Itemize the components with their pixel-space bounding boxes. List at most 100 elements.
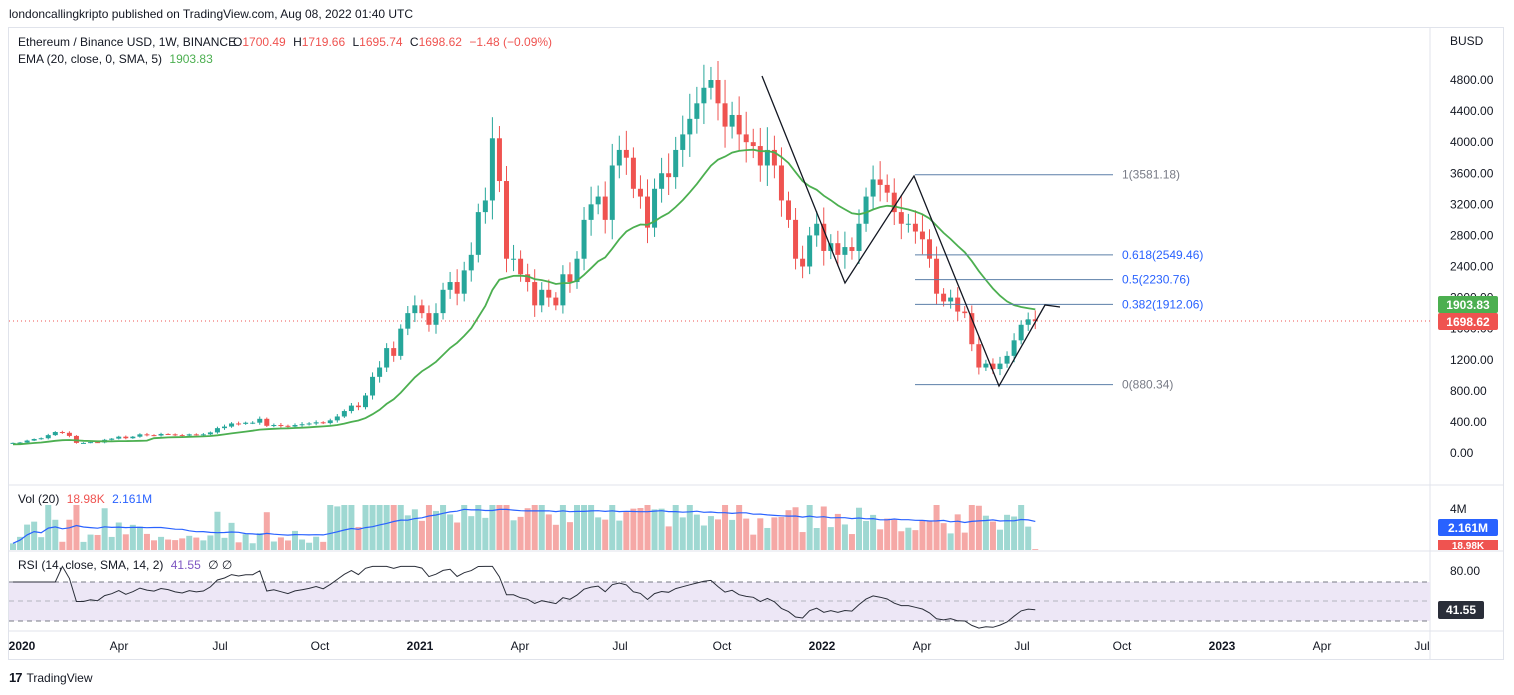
candle-body [666, 173, 672, 178]
candle-body [969, 313, 975, 345]
footer[interactable]: 17 TradingView [9, 670, 93, 685]
volume-bar [877, 529, 884, 550]
volume-bar [968, 505, 975, 550]
volume-bar [277, 537, 284, 550]
volume-bar [926, 520, 933, 550]
candle-body [877, 179, 883, 185]
candle-body [743, 134, 749, 143]
volume-bar [595, 517, 602, 550]
candle-body [990, 363, 996, 370]
candle-body [59, 432, 65, 434]
candle-body [736, 114, 742, 135]
legend-rsi-value: 41.55 [171, 558, 201, 572]
volume-bar [863, 520, 870, 550]
vol-badge [1438, 540, 1498, 550]
candle-body [884, 184, 890, 193]
price-tick: 3600.00 [1450, 166, 1494, 180]
candle-body [207, 432, 213, 435]
volume-bar [461, 505, 468, 550]
volume-bar [80, 541, 87, 550]
candle-body [158, 433, 164, 436]
candle-body [1004, 355, 1010, 364]
volume-bar [559, 505, 566, 550]
candle-body [729, 114, 735, 127]
candle-body [948, 297, 954, 302]
price-tick: 800.00 [1450, 384, 1487, 398]
candle-body [645, 196, 650, 228]
volume-bar [1011, 516, 1018, 550]
candle-body [468, 254, 474, 271]
volume-bar [644, 505, 651, 550]
candle-body [701, 87, 707, 104]
candle-body [447, 282, 453, 290]
candle-body [137, 434, 143, 437]
volume-bar [905, 527, 912, 550]
volume-bar [263, 512, 270, 550]
price-tick: 4400.00 [1450, 104, 1494, 118]
volume-bar [151, 540, 157, 550]
candle-body [891, 192, 897, 213]
candle-body [257, 418, 263, 423]
candle-body [786, 200, 791, 220]
candle-body [73, 435, 79, 443]
fib-level-label: 0.5(2230.76) [1122, 273, 1190, 287]
volume-bar [94, 534, 101, 550]
legend-l-label: L [352, 35, 359, 49]
fib-level-label: 0(880.34) [1122, 378, 1173, 392]
volume-bar [320, 541, 327, 550]
volume-bar [306, 542, 313, 550]
volume-bar [651, 509, 658, 550]
candle-body [264, 418, 270, 426]
volume-bar [200, 540, 207, 550]
candle-body [45, 435, 51, 439]
volume-bar [59, 541, 66, 550]
volume-bar [552, 524, 559, 550]
volume-bar [581, 505, 588, 550]
candle-body [165, 433, 171, 435]
candle-body [623, 149, 629, 158]
candle-body [116, 436, 122, 439]
volume-bar [228, 522, 235, 550]
candle-body [708, 80, 714, 88]
legend-close: 1698.62 [419, 35, 463, 49]
volume-bar [1032, 549, 1039, 550]
candle-body [652, 188, 658, 228]
legend-change: −1.48 (−0.09%) [469, 35, 552, 49]
volume-ma-path [12, 508, 1036, 544]
candle-body [193, 434, 199, 436]
candle-body [236, 423, 242, 425]
volume-bar [482, 517, 489, 550]
candle-body [405, 313, 411, 329]
candle-body [609, 165, 615, 220]
candle-body [24, 440, 30, 443]
volume-bar [531, 505, 538, 550]
volume-bar [982, 515, 989, 550]
candle-body [560, 274, 566, 306]
candle-body [849, 247, 855, 251]
volume-bar [870, 514, 877, 550]
volume-bar [954, 514, 961, 550]
ema-badge-text: 1903.83 [1446, 298, 1490, 312]
volume-bar [637, 508, 644, 550]
tradingview-logo-icon: 17 [9, 670, 23, 685]
volume-bar [672, 505, 679, 550]
volume-bar [1025, 526, 1032, 550]
volume-bar [447, 514, 454, 550]
legend-rsi-label: RSI (14, close, SMA, 14, 2) [18, 558, 163, 572]
volume-bar [856, 507, 862, 550]
ema-badge [1438, 296, 1498, 313]
candle-body [243, 422, 249, 424]
candle-body [588, 204, 594, 220]
volume-bar [179, 538, 186, 550]
volume-bar [440, 505, 447, 550]
vol-ma-badge [1438, 519, 1498, 536]
volume-bar [764, 527, 771, 550]
volume-bar [129, 524, 136, 550]
volume-bar [919, 520, 926, 550]
candle-body [123, 436, 129, 439]
time-axis-ticks: 2020 Apr Jul Oct 2021 Apr Jul Oct 2022 Apr Jul Oct 2… [9, 639, 1430, 653]
rsi-path [13, 565, 1036, 629]
volume-bar [574, 505, 580, 550]
volume-bar [707, 516, 714, 550]
